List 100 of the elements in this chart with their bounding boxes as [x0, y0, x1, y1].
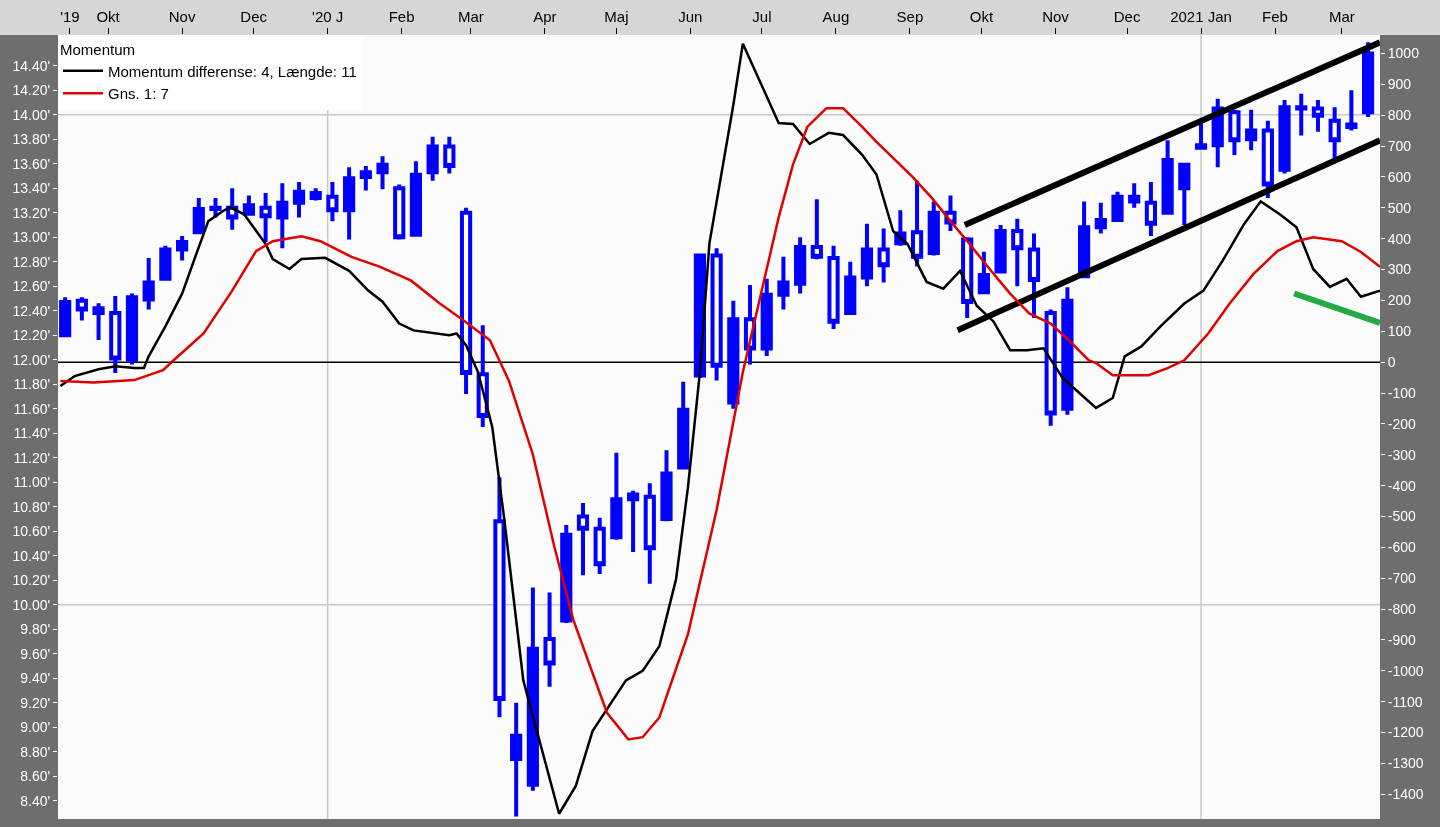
- candlestick: [543, 592, 556, 687]
- y-tick-label: 10.40': [12, 547, 51, 564]
- y-tick-label: 9.00': [20, 719, 51, 736]
- y-tick-label: 12.20': [12, 327, 51, 344]
- candlestick: [1311, 99, 1325, 132]
- x-tick-label: Feb: [388, 8, 415, 25]
- y2-tick-label: 200: [1387, 292, 1412, 309]
- y-tick-label: 8.40': [20, 792, 51, 809]
- x-tick-label: Nov: [1042, 8, 1070, 25]
- y2-tick-label: -1200: [1387, 724, 1424, 741]
- y-tick-label: 13.40': [12, 180, 51, 197]
- y-tick-label: 12.80': [12, 253, 51, 270]
- y-tick-label: 13.80': [12, 131, 51, 148]
- candlestick: [1061, 287, 1074, 415]
- y2-tick-label: 700: [1387, 138, 1412, 155]
- y-tick-label: 10.60': [12, 523, 51, 540]
- y-tick-label: 10.20': [12, 572, 51, 589]
- y2-tick-label: 500: [1387, 199, 1412, 216]
- candlestick: [1178, 162, 1191, 225]
- x-tick-label: Okt: [96, 8, 121, 25]
- candlestick: [292, 182, 306, 218]
- candlestick: [376, 156, 389, 190]
- candlestick: [443, 136, 456, 174]
- y2-tick-label: -200: [1387, 415, 1417, 432]
- candlestick: [175, 235, 189, 261]
- candlestick: [610, 452, 623, 540]
- candlestick: [359, 166, 372, 191]
- legend-title: Momentum: [60, 40, 136, 58]
- y-tick-label: 11.00': [13, 474, 51, 491]
- candlestick: [526, 587, 539, 791]
- y2-tick-label: -500: [1387, 508, 1417, 525]
- x-tick-label: '19: [60, 8, 80, 25]
- candlestick: [994, 224, 1007, 274]
- y-tick-label: 12.00': [12, 351, 51, 368]
- y-tick-label: 11.60': [13, 400, 51, 417]
- candlestick: [593, 517, 606, 574]
- candlestick: [1261, 120, 1274, 198]
- x-tick-label: 2021 Jan: [1170, 8, 1232, 25]
- candlestick: [1194, 123, 1208, 150]
- line-series: [59, 42, 1380, 815]
- candlestick: [259, 193, 272, 243]
- y2-tick-label: -600: [1387, 539, 1417, 556]
- y-tick-label: 11.20': [13, 449, 51, 466]
- candlestick: [760, 278, 773, 356]
- candlestick: [142, 257, 155, 310]
- y2-tick-label: 800: [1387, 107, 1412, 124]
- candlestick: [660, 450, 673, 522]
- y-tick-label: 14.00': [12, 106, 51, 123]
- candlestick: [1027, 233, 1041, 318]
- y2-tick-label: 100: [1387, 323, 1412, 340]
- candlestick: [677, 381, 690, 470]
- candlestick: [209, 197, 222, 218]
- candlestick: [309, 186, 322, 203]
- candlestick: [1345, 90, 1358, 131]
- candlestick: [426, 136, 439, 181]
- y2-tick-label: -1000: [1387, 662, 1424, 679]
- candlestick: [75, 297, 88, 321]
- x-tick-label: Jun: [678, 8, 703, 25]
- candlestick: [927, 201, 940, 256]
- candlestick: [777, 256, 790, 310]
- candlestick: [1245, 109, 1258, 151]
- x-tick-label: '20 J: [312, 8, 344, 25]
- y2-tick-label: -1100: [1387, 693, 1423, 710]
- candlestick: [409, 161, 423, 237]
- candlestick: [242, 195, 255, 216]
- y-tick-label: 9.20': [20, 694, 51, 711]
- candlestick: [226, 188, 239, 230]
- candlestick: [1128, 183, 1141, 208]
- y-tick-label: 10.00': [12, 596, 51, 613]
- candlestick: [1361, 42, 1375, 118]
- x-tick-label: Feb: [1262, 8, 1288, 25]
- y2-tick-label: 0: [1387, 354, 1396, 371]
- candlestick: [844, 261, 857, 316]
- line-series: [59, 106, 1380, 741]
- candlestick: [627, 490, 640, 552]
- candlestick: [860, 223, 874, 287]
- candlestick: [1228, 109, 1241, 156]
- x-tick-label: Maj: [604, 8, 629, 25]
- candlestick: [810, 199, 823, 260]
- y-tick-label: 8.60': [20, 768, 51, 785]
- candlestick: [643, 483, 656, 584]
- candlestick: [159, 245, 172, 281]
- x-tick-label: Jul: [752, 8, 772, 25]
- y-tick-label: 9.80': [20, 621, 51, 638]
- y2-tick-label: -800: [1387, 601, 1417, 618]
- candlestick: [1144, 182, 1158, 236]
- candlestick: [493, 477, 506, 718]
- candlestick: [1278, 99, 1291, 174]
- candlestick: [1044, 309, 1057, 426]
- candlestick: [109, 295, 122, 374]
- candlestick: [1094, 202, 1107, 234]
- y-tick-label: 8.80': [20, 743, 51, 760]
- y2-tick-label: 1000: [1387, 45, 1420, 62]
- candlestick: [794, 237, 807, 294]
- candlestick: [1078, 201, 1091, 279]
- y-tick-label: 9.60': [20, 645, 51, 662]
- candlestick: [510, 702, 523, 817]
- y2-tick-label: -300: [1387, 446, 1417, 463]
- y-tick-label: 13.20': [12, 204, 51, 221]
- y-tick-label: 14.40': [12, 57, 51, 74]
